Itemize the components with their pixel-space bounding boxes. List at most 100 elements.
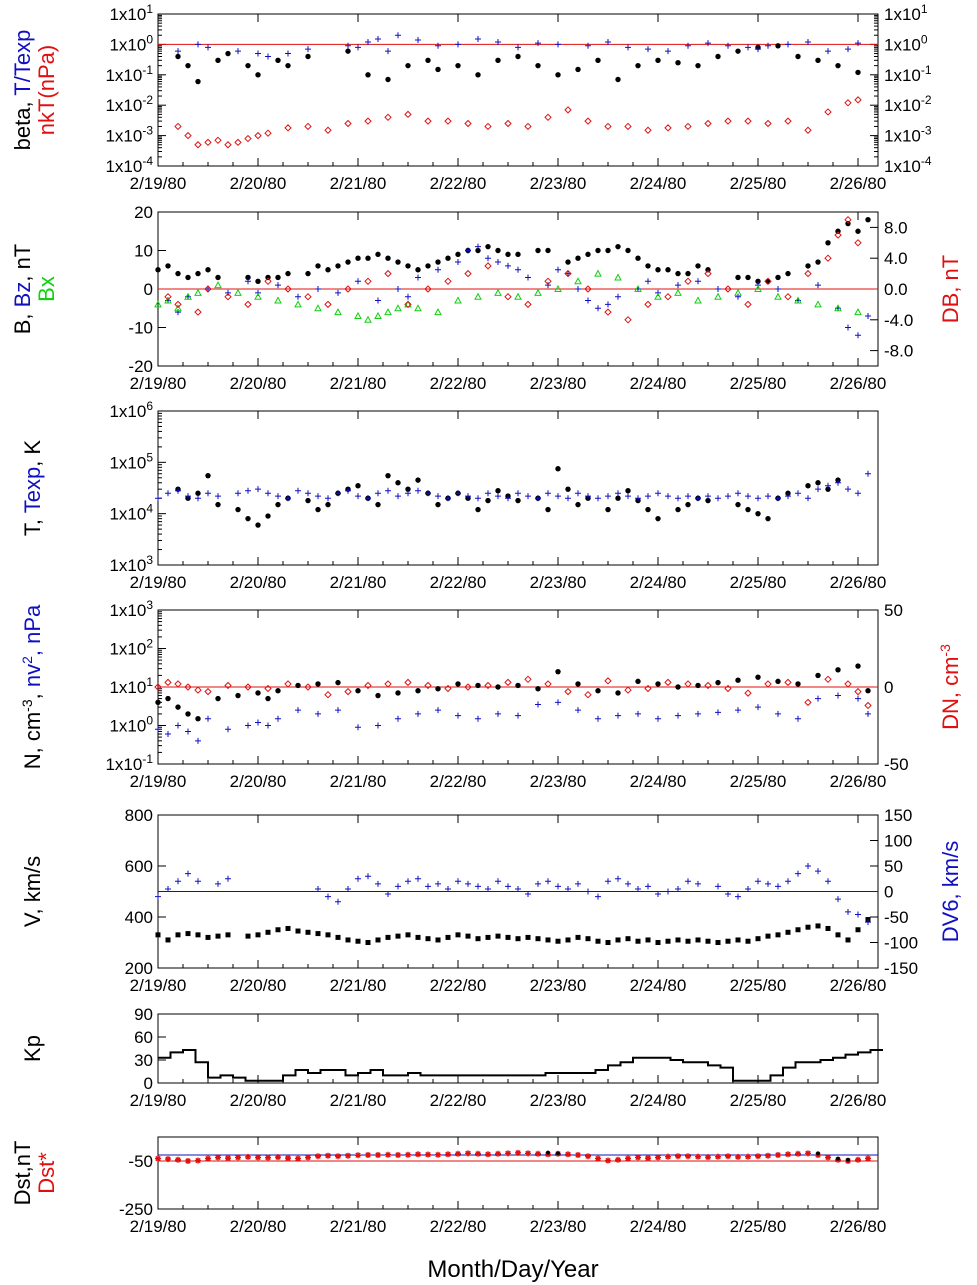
data-point (595, 495, 601, 502)
y-axis-label-part: V, km/s (20, 856, 45, 927)
data-point (285, 1155, 291, 1162)
data-point (795, 715, 801, 722)
data-point (435, 259, 441, 265)
data-point (335, 263, 341, 269)
data-point (485, 1151, 491, 1158)
data-point (604, 122, 612, 131)
data-point (655, 515, 661, 522)
data-point (195, 41, 201, 48)
data-point (325, 932, 331, 938)
data-point (775, 932, 781, 938)
data-point (185, 728, 191, 735)
series-1 (175, 32, 861, 60)
data-point (605, 38, 611, 45)
data-point (245, 487, 251, 494)
data-point (375, 501, 381, 508)
data-point (675, 684, 681, 690)
x-tick-label: 2/22/80 (430, 976, 487, 995)
data-point (344, 687, 352, 696)
data-point (664, 124, 672, 132)
x-tick-label: 2/26/80 (830, 374, 887, 393)
data-point (575, 286, 581, 292)
data-point (525, 1150, 531, 1157)
data-point (515, 44, 521, 51)
series-2 (174, 96, 862, 149)
data-point (375, 490, 381, 497)
data-point (545, 937, 551, 943)
data-point (734, 288, 742, 296)
data-point (635, 495, 641, 502)
data-point (515, 885, 521, 892)
data-point (775, 495, 781, 502)
x-tick-label: 2/20/80 (230, 976, 287, 995)
data-point (635, 62, 641, 69)
data-point (735, 707, 741, 714)
data-point (744, 689, 752, 697)
data-point (655, 57, 661, 63)
data-point (645, 263, 651, 269)
x-tick-label: 2/20/80 (230, 174, 287, 193)
x-tick-label: 2/21/80 (330, 772, 387, 791)
x-tick-label: 2/21/80 (330, 573, 387, 592)
data-point (775, 1152, 781, 1158)
data-point (355, 938, 361, 944)
data-point (335, 934, 341, 940)
data-point (375, 251, 381, 258)
data-point (515, 682, 521, 689)
data-point (745, 274, 751, 281)
data-point (605, 940, 611, 945)
data-point (305, 1154, 311, 1161)
y-tick-label: 1x103 (109, 553, 153, 575)
data-point (255, 486, 261, 493)
data-point (836, 1156, 840, 1161)
data-point (245, 62, 251, 69)
data-point (515, 712, 521, 719)
data-point (555, 72, 561, 78)
data-point (485, 885, 491, 892)
data-point (554, 284, 562, 292)
data-point (425, 263, 431, 269)
y-tick-label: 1x10-1 (105, 752, 153, 774)
data-point (395, 286, 401, 292)
data-point (675, 270, 681, 277)
data-point (704, 119, 712, 128)
data-point (695, 880, 701, 887)
y-tick-label: 1x100 (109, 714, 153, 736)
data-point (215, 933, 221, 939)
data-point (785, 493, 791, 500)
data-point (855, 332, 861, 339)
data-point (155, 1155, 161, 1162)
data-point (814, 300, 822, 308)
data-point (465, 247, 471, 254)
data-point (534, 288, 542, 296)
data-point (175, 48, 181, 55)
data-point (265, 1154, 271, 1161)
data-point (335, 898, 341, 905)
data-point (825, 1154, 831, 1161)
data-point (505, 262, 511, 269)
data-point (615, 712, 621, 719)
data-point (325, 495, 331, 502)
y-axis-label: V, km/s (20, 856, 45, 927)
data-point (625, 1155, 631, 1162)
data-point (565, 486, 571, 492)
y-axis-label-line2-part: Bx (34, 276, 59, 302)
y-axis-label-line2: Bx (34, 276, 59, 302)
data-point (705, 938, 711, 944)
data-point (265, 513, 271, 519)
y-tick-label: 1x10-2 (105, 93, 153, 115)
x-tick-label: 2/19/80 (130, 772, 187, 791)
data-point (275, 57, 281, 63)
data-point (234, 138, 242, 147)
data-point (715, 286, 721, 292)
data-point (175, 53, 181, 60)
data-point (275, 1154, 281, 1161)
data-point (535, 40, 541, 47)
data-point (184, 683, 192, 691)
y-tick-label: 1x102 (109, 637, 153, 659)
data-point (475, 495, 481, 502)
data-point (364, 315, 372, 323)
data-point (275, 274, 281, 281)
data-point (624, 122, 632, 131)
data-point (454, 296, 462, 304)
